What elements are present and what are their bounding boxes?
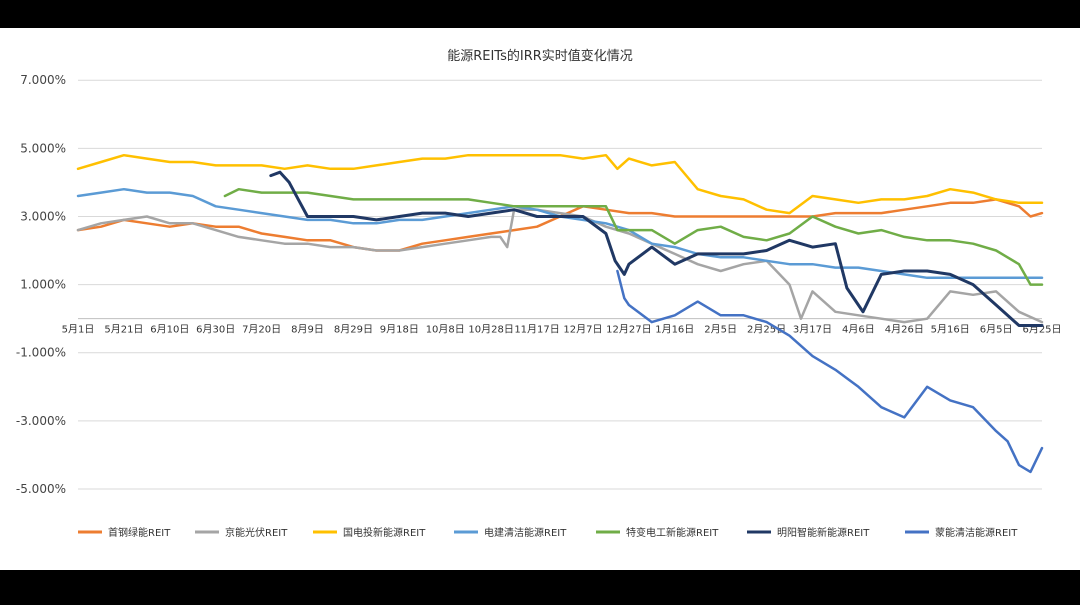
x-tick-label: 6月10日 — [150, 324, 189, 336]
x-tick-label: 7月20日 — [242, 324, 281, 336]
y-tick-label: 5.000% — [20, 141, 66, 155]
x-axis-ticks: 5月1日 5月21日 6月10日 6月30日 7月20日 8月9日 8月29日 9月18日 10… — [62, 324, 1062, 336]
x-tick-label: 12月27日 — [606, 324, 651, 336]
x-tick-label: 5月1日 — [62, 324, 95, 336]
x-tick-label: 10月8日 — [426, 324, 465, 336]
irr-line-chart: 能源REITs的IRR实时值变化情况 7.000% 5.000% 3.000% 1.0… — [16, 48, 1062, 539]
x-tick-label: 9月18日 — [380, 324, 419, 336]
x-tick-label: 8月29日 — [334, 324, 373, 336]
x-tick-label: 3月17日 — [793, 324, 832, 336]
series-lines — [76, 153, 1044, 474]
x-tick-label: 5月16日 — [931, 324, 970, 336]
legend-label: 国电投新能源REIT — [343, 526, 426, 539]
x-tick-label: 5月21日 — [104, 324, 143, 336]
legend: 首钢绿能REIT 京能光伏REIT 国电投新能源REIT 电建清洁能源REIT 特变电工… — [78, 526, 1018, 539]
legend-label: 蒙能清洁能源REIT — [935, 526, 1018, 539]
series-line — [76, 153, 1044, 215]
y-tick-label: 1.000% — [20, 278, 66, 292]
series-line — [269, 170, 1044, 327]
series-line — [76, 187, 1044, 280]
x-tick-label: 10月28日 — [468, 324, 513, 336]
x-tick-label: 8月9日 — [291, 324, 324, 336]
legend-label: 电建清洁能源REIT — [484, 526, 567, 539]
series-line — [76, 208, 1044, 324]
y-tick-label: -1.000% — [16, 346, 66, 360]
series-line — [616, 269, 1044, 474]
y-axis-ticks: 7.000% 5.000% 3.000% 1.000% -1.000% -3.000% -5… — [16, 73, 66, 496]
series-line — [223, 187, 1044, 286]
series-line — [76, 198, 1044, 252]
y-tick-label: 7.000% — [20, 73, 66, 87]
chart-frame: 能源REITs的IRR实时值变化情况 7.000% 5.000% 3.000% 1.0… — [0, 28, 1080, 570]
chart-title: 能源REITs的IRR实时值变化情况 — [447, 48, 633, 64]
x-tick-label: 11月17日 — [514, 324, 559, 336]
x-tick-label: 6月5日 — [980, 324, 1013, 336]
x-tick-label: 6月30日 — [196, 324, 235, 336]
x-tick-label: 12月7日 — [563, 324, 602, 336]
x-tick-label: 2月5日 — [704, 324, 737, 336]
legend-label: 首钢绿能REIT — [108, 526, 171, 539]
legend-label: 京能光伏REIT — [225, 526, 288, 539]
legend-label: 特变电工新能源REIT — [626, 526, 719, 539]
legend-label: 明阳智能新能源REIT — [777, 526, 870, 539]
gridlines — [78, 79, 1042, 490]
x-tick-label: 4月26日 — [885, 324, 924, 336]
x-tick-label: 1月16日 — [655, 324, 694, 336]
y-tick-label: -5.000% — [16, 482, 66, 496]
y-tick-label: 3.000% — [20, 209, 66, 223]
x-tick-label: 4月6日 — [842, 324, 875, 336]
y-tick-label: -3.000% — [16, 414, 66, 428]
